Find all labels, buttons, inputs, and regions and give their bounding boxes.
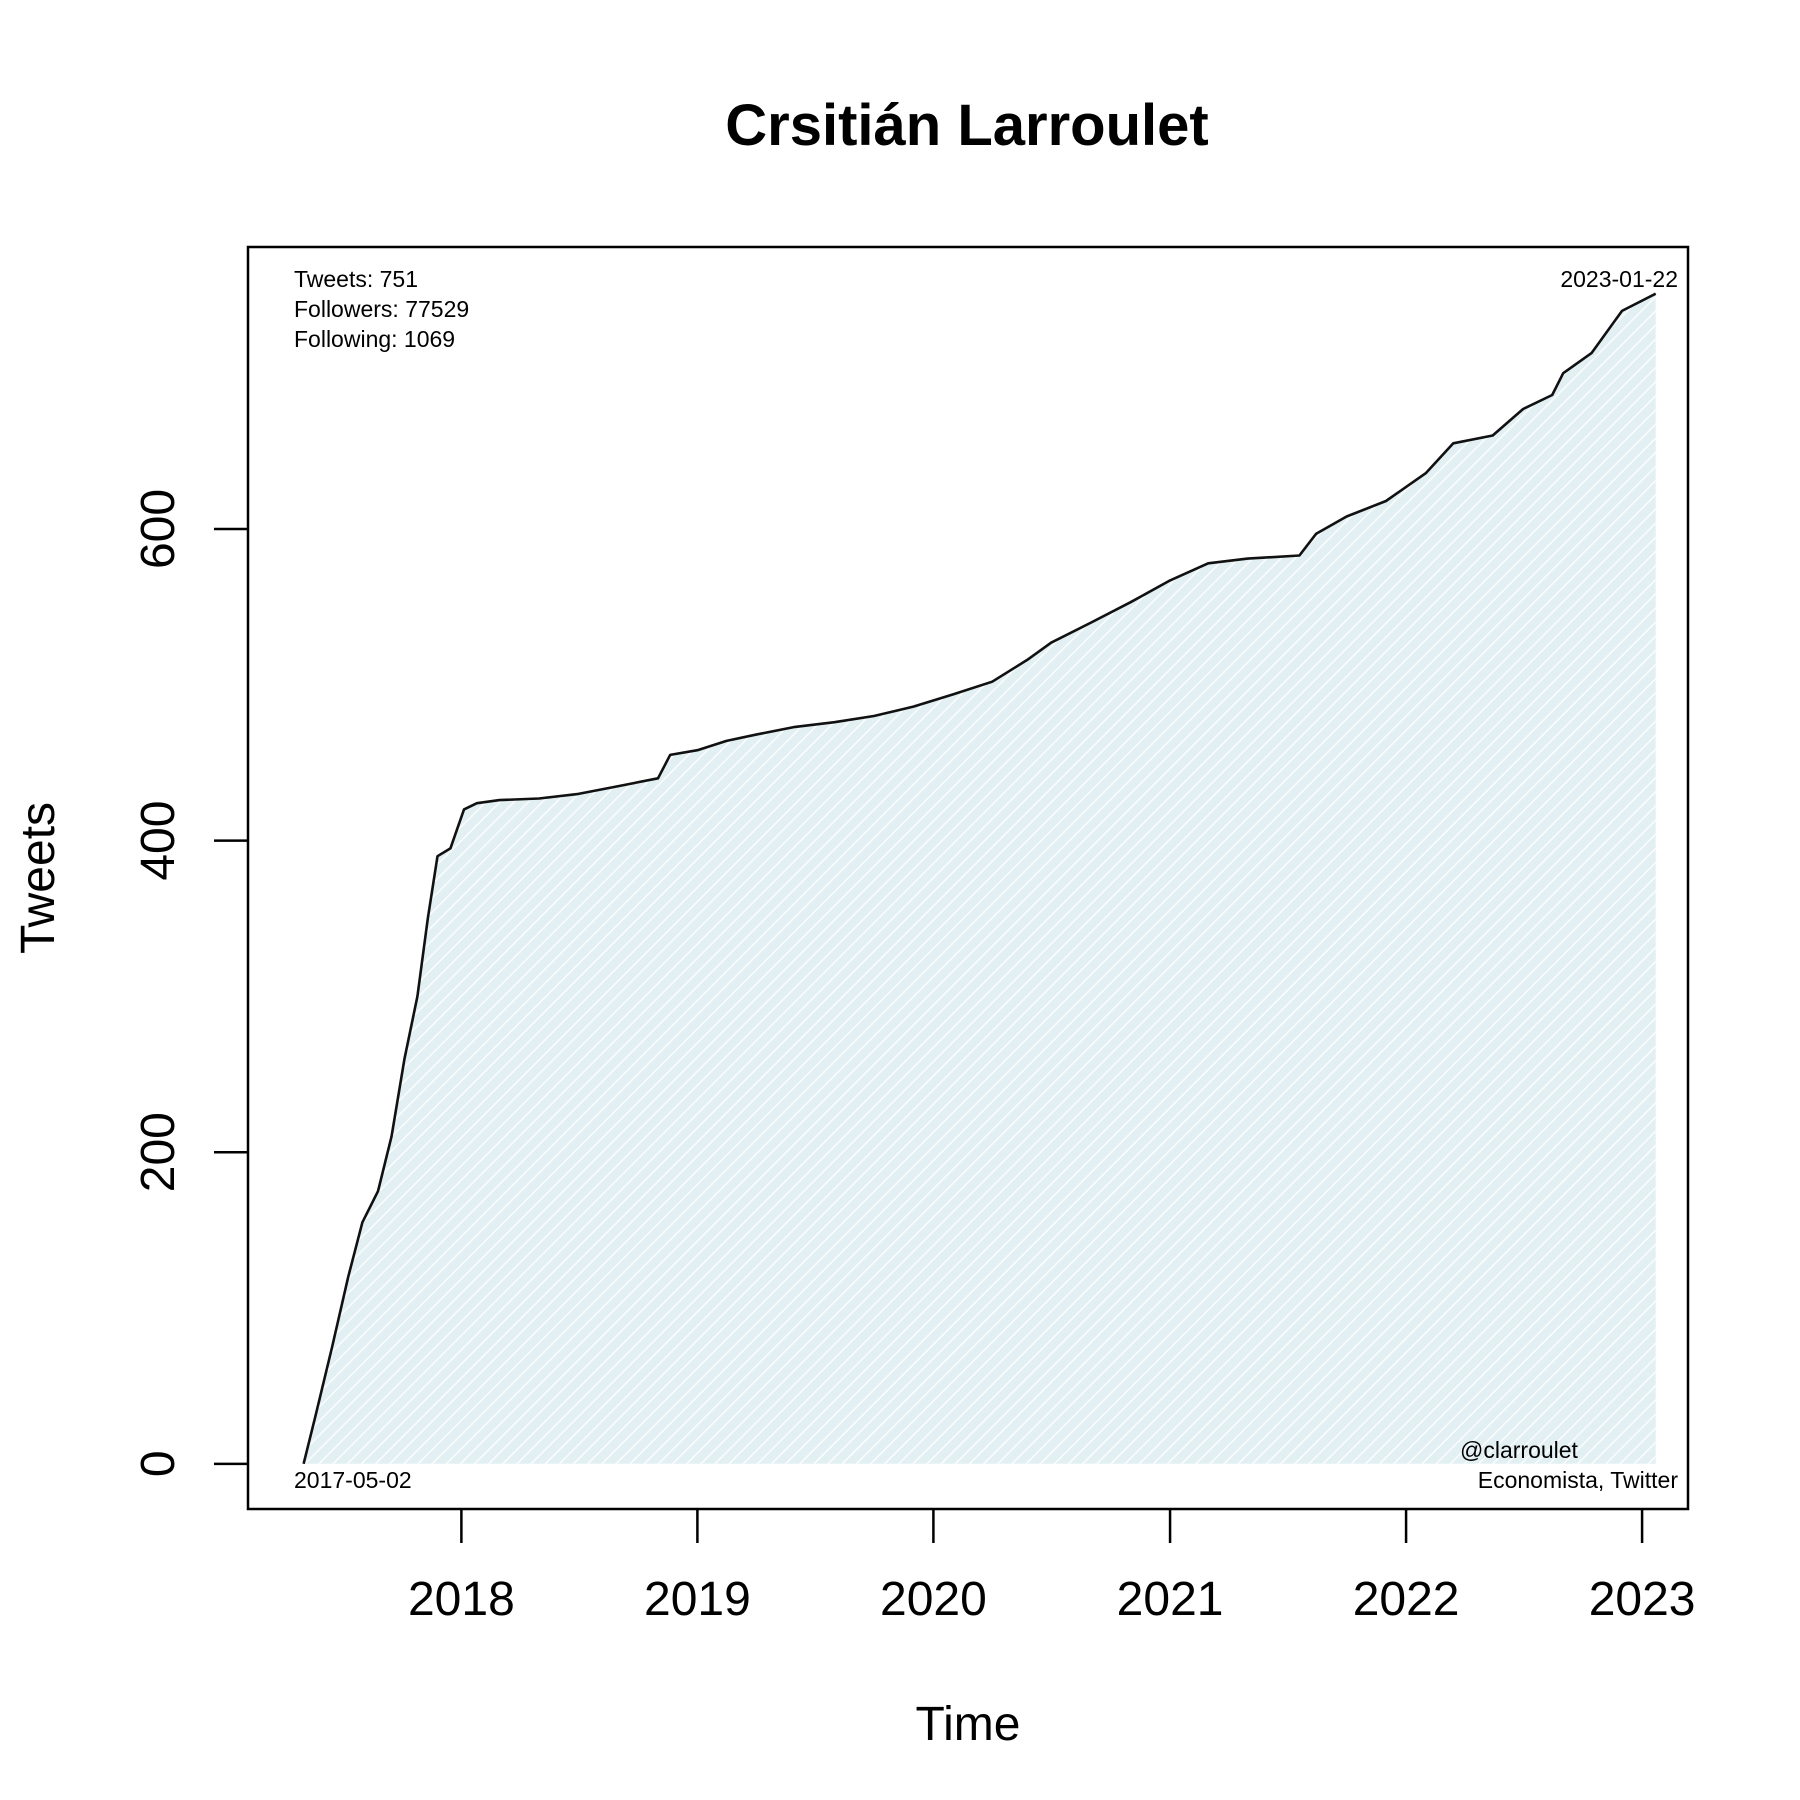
stat-following: Following: 1069 (294, 326, 455, 352)
x-tick-label-2021: 2021 (1117, 1573, 1224, 1626)
area-hatch (303, 293, 1656, 1464)
x-axis: 2018 2019 2020 2021 2022 2023 (408, 1509, 1695, 1626)
stat-followers: Followers: 77529 (294, 296, 469, 322)
end-date-label: 2023-01-22 (1560, 266, 1678, 292)
series-line (302, 292, 1657, 1465)
y-tick-label-600: 600 (132, 489, 185, 569)
y-tick-label-0: 0 (132, 1450, 185, 1477)
x-tick-label-2022: 2022 (1353, 1573, 1460, 1626)
x-tick-label-2020: 2020 (880, 1573, 987, 1626)
description-label: Economista, Twitter (1478, 1467, 1679, 1493)
x-tick-label-2023: 2023 (1589, 1573, 1696, 1626)
y-tick-label-200: 200 (132, 1112, 185, 1192)
handle-label: @clarroulet (1460, 1437, 1579, 1463)
y-tick-label-400: 400 (132, 801, 185, 881)
x-tick-label-2018: 2018 (408, 1573, 515, 1626)
x-axis-title: Time (916, 1698, 1021, 1751)
chart-title: Crsitián Larroulet (725, 93, 1208, 158)
y-axis-title: Tweets (12, 802, 65, 954)
plot-frame (246, 245, 1690, 1511)
stat-tweets: Tweets: 751 (294, 266, 418, 292)
start-date-label: 2017-05-02 (294, 1467, 412, 1493)
x-tick-label-2019: 2019 (644, 1573, 751, 1626)
y-axis: 0 200 400 600 (132, 489, 248, 1477)
